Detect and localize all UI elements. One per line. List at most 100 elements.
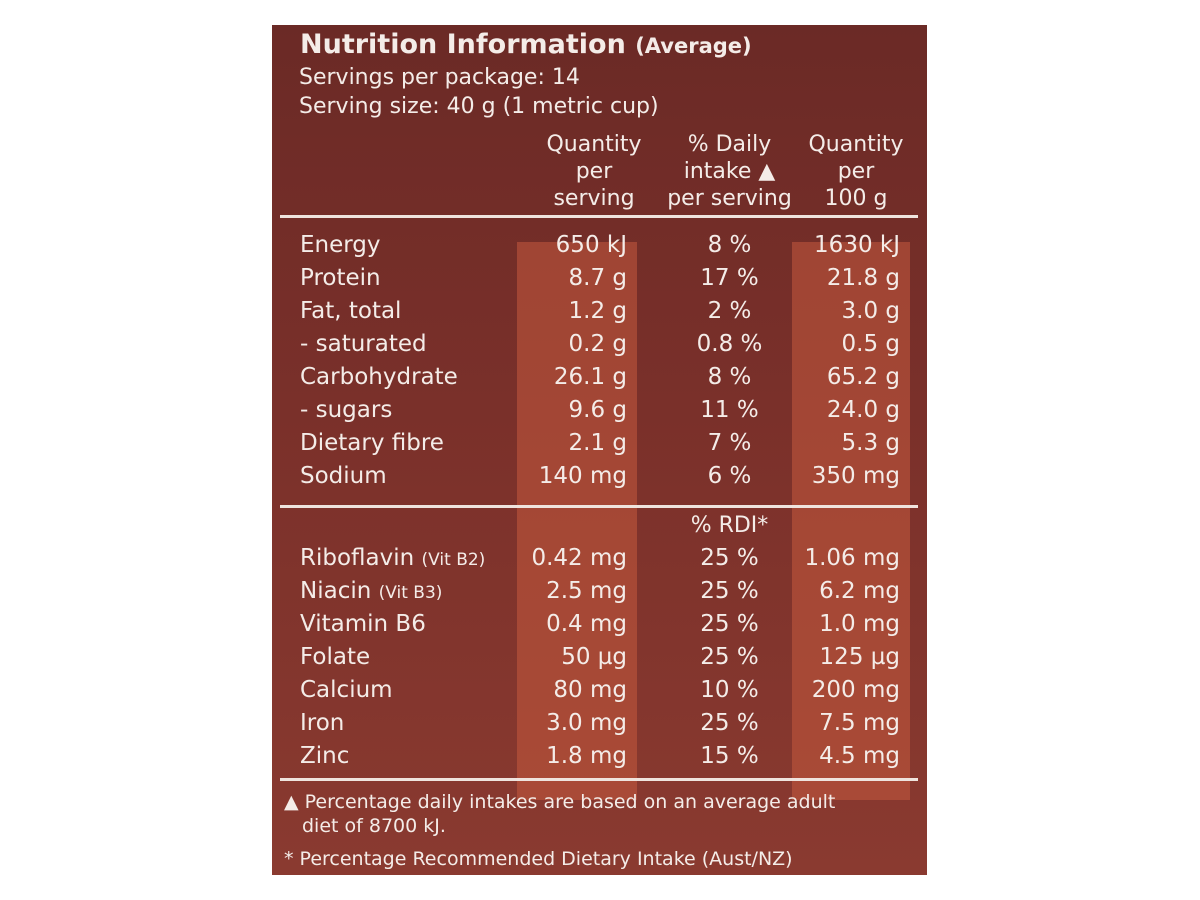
table-row: Dietary fibre 2.1 g 7 % 5.3 g: [272, 427, 927, 460]
table-row: Niacin (Vit B3) 2.5 mg 25 % 6.2 mg: [272, 575, 927, 608]
quantity-per-100g: 125 µg: [819, 644, 900, 670]
nutrient-name: - saturated: [300, 328, 427, 361]
quantity-per-serving: 9.6 g: [568, 397, 628, 423]
quantity-per-100g: 350 mg: [811, 463, 900, 489]
serving-size: Serving size: 40 g (1 metric cup): [299, 94, 659, 119]
table-row: Folate 50 µg 25 % 125 µg: [272, 641, 927, 674]
title-sub: (Average): [635, 34, 752, 58]
quantity-per-serving: 50 µg: [561, 644, 627, 670]
quantity-per-100g: 7.5 mg: [819, 710, 900, 736]
quantity-per-100g: 24.0 g: [826, 397, 900, 423]
nutrition-panel: Nutrition Information (Average) Servings…: [272, 25, 927, 875]
nutrient-label: Zinc: [300, 743, 350, 769]
nutrient-name: Protein: [300, 262, 381, 295]
nutrient-name: Riboflavin (Vit B2): [300, 542, 485, 577]
nutrient-label: Dietary fibre: [300, 430, 444, 456]
nutrient-name: - sugars: [300, 394, 392, 427]
nutrient-name: Carbohydrate: [300, 361, 458, 394]
quantity-per-serving: 80 mg: [553, 677, 627, 703]
quantity-per-serving: 2.1 g: [568, 430, 628, 456]
table-row: Zinc 1.8 mg 15 % 4.5 mg: [272, 740, 927, 773]
nutrient-label: - sugars: [300, 397, 393, 423]
quantity-per-serving: 140 mg: [538, 463, 627, 489]
daily-intake-percent: 17 %: [700, 265, 759, 291]
rdi-percent: 10 %: [700, 677, 759, 703]
quantity-per-100g: 4.5 mg: [819, 743, 900, 769]
nutrient-label: Folate: [300, 644, 371, 670]
table-row: Carbohydrate 26.1 g 8 % 65.2 g: [272, 361, 927, 394]
daily-intake-percent: 8 %: [707, 232, 752, 258]
nutrient-name: Energy: [300, 229, 381, 262]
quantity-per-100g: 1630 kJ: [814, 232, 900, 258]
nutrient-name: Calcium: [300, 674, 393, 707]
nutrient-name: Zinc: [300, 740, 349, 773]
nutrient-label: Calcium: [300, 677, 393, 703]
per-100g-column-shade: [792, 242, 910, 800]
quantity-per-100g: 200 mg: [811, 677, 900, 703]
quantity-per-100g: 0.5 g: [841, 331, 901, 357]
daily-intake-percent: 0.8 %: [696, 331, 763, 357]
quantity-per-100g: 6.2 mg: [819, 578, 900, 604]
quantity-per-serving: 1.8 mg: [546, 743, 627, 769]
nutrient-name: Iron: [300, 707, 344, 740]
quantity-per-serving: 0.2 g: [568, 331, 628, 357]
quantity-per-serving: 1.2 g: [568, 298, 628, 324]
header-daily-intake: % Daily intake ▲ per serving: [667, 132, 792, 211]
rdi-percent: 25 %: [700, 644, 759, 670]
nutrient-label: Riboflavin: [300, 545, 415, 571]
rdi-percent: 25 %: [700, 545, 759, 571]
header-per-serving: Quantity per serving: [546, 132, 642, 211]
quantity-per-serving: 8.7 g: [568, 265, 628, 291]
daily-intake-percent: 11 %: [700, 397, 759, 423]
nutrient-label: Carbohydrate: [300, 364, 458, 390]
nutrient-label: Niacin: [300, 578, 372, 604]
quantity-per-serving: 650 kJ: [555, 232, 627, 258]
nutrient-label: Protein: [300, 265, 381, 291]
quantity-per-serving: 0.4 mg: [546, 611, 627, 637]
title-main: Nutrition Information: [300, 29, 626, 60]
nutrient-label: Sodium: [300, 463, 387, 489]
daily-intake-percent: 8 %: [707, 364, 752, 390]
nutrient-note: (Vit B2): [421, 550, 486, 570]
quantity-per-100g: 65.2 g: [826, 364, 900, 390]
quantity-per-100g: 1.06 mg: [804, 545, 900, 571]
quantity-per-serving: 2.5 mg: [546, 578, 627, 604]
nutrient-name: Niacin (Vit B3): [300, 575, 442, 610]
footnote-rdi: * Percentage Recommended Dietary Intake …: [284, 848, 793, 870]
nutrient-label: Energy: [300, 232, 381, 258]
nutrient-note: (Vit B3): [378, 583, 443, 603]
quantity-per-100g: 1.0 mg: [819, 611, 900, 637]
nutrient-name: Folate: [300, 641, 370, 674]
rdi-percent: 15 %: [700, 743, 759, 769]
nutrient-name: Vitamin B6: [300, 608, 426, 641]
panel-title: Nutrition Information (Average): [300, 29, 752, 60]
nutrient-label: - saturated: [300, 331, 427, 357]
table-row: Sodium 140 mg 6 % 350 mg: [272, 460, 927, 493]
quantity-per-100g: 3.0 g: [841, 298, 901, 324]
nutrient-label: Vitamin B6: [300, 611, 426, 637]
header-per-100g: Quantity per 100 g: [808, 132, 904, 211]
rdi-percent: 25 %: [700, 611, 759, 637]
nutrient-label: Iron: [300, 710, 345, 736]
table-row: Iron 3.0 mg 25 % 7.5 mg: [272, 707, 927, 740]
table-row: Riboflavin (Vit B2) 0.42 mg 25 % 1.06 mg: [272, 542, 927, 575]
table-row: Calcium 80 mg 10 % 200 mg: [272, 674, 927, 707]
divider-middle: [280, 505, 918, 508]
quantity-per-100g: 21.8 g: [826, 265, 900, 291]
nutrient-label: Fat, total: [300, 298, 402, 324]
daily-intake-percent: 7 %: [707, 430, 752, 456]
rdi-header: % RDI*: [690, 513, 769, 538]
daily-intake-percent: 6 %: [707, 463, 752, 489]
table-row: - sugars 9.6 g 11 % 24.0 g: [272, 394, 927, 427]
per-serving-column-shade: [517, 242, 637, 800]
daily-intake-percent: 2 %: [707, 298, 752, 324]
nutrient-name: Sodium: [300, 460, 387, 493]
servings-per-package: Servings per package: 14: [299, 65, 580, 90]
nutrient-name: Dietary fibre: [300, 427, 444, 460]
table-row: Vitamin B6 0.4 mg 25 % 1.0 mg: [272, 608, 927, 641]
table-row: Fat, total 1.2 g 2 % 3.0 g: [272, 295, 927, 328]
table-row: - saturated 0.2 g 0.8 % 0.5 g: [272, 328, 927, 361]
footnote-daily-intake: ▲ Percentage daily intakes are based on …: [284, 791, 836, 837]
rdi-percent: 25 %: [700, 710, 759, 736]
divider-top: [280, 215, 918, 218]
